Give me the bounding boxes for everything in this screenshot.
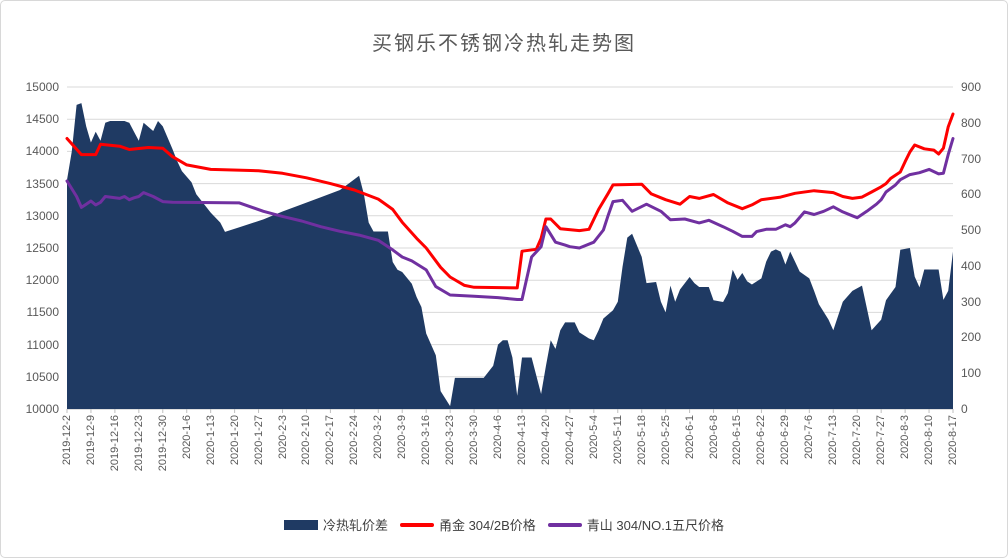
legend-item-qingshan: 青山 304/NO.1五尺价格: [547, 515, 725, 534]
x-axis-label: 2020-6-8: [707, 415, 720, 460]
x-axis-label: 2020-8-10: [923, 415, 936, 466]
y-axis-label-right: 500: [961, 223, 982, 238]
y-axis-label-right: 0: [961, 402, 968, 416]
x-axis-label: 2019-12-16: [108, 415, 121, 472]
y-axis-label-left: 10500: [25, 369, 59, 384]
x-axis-label: 2020-7-27: [875, 415, 888, 466]
y-axis-label-right: 300: [961, 294, 982, 309]
y-axis-label-right: 100: [961, 366, 982, 381]
x-axis-label: 2020-7-20: [851, 415, 864, 466]
x-axis-label: 2020-8-17: [947, 415, 959, 466]
y-axis-label-left: 13500: [25, 176, 59, 191]
y-axis-label-right: 700: [961, 151, 982, 166]
x-axis-label: 2019-12-23: [132, 415, 145, 472]
legend: 冷热轧价差 甬金 304/2B价格 青山 304/NO.1五尺价格: [1, 515, 1007, 534]
x-axis-label: 2020-1-20: [228, 415, 241, 466]
y-axis-label-left: 14500: [25, 112, 59, 127]
y-axis-label-left: 11000: [26, 337, 59, 352]
legend-item-yongjin: 甬金 304/2B价格: [399, 515, 536, 534]
x-axis-label: 2020-5-18: [635, 415, 648, 466]
y-axis-label-left: 12500: [25, 241, 59, 255]
y-axis-label-left: 15000: [25, 80, 59, 94]
x-axis-label: 2020-5-4: [587, 415, 600, 460]
x-axis-label: 2020-5-11: [611, 415, 624, 465]
area-series-spread: [67, 103, 953, 409]
x-axis-label: 2020-3-9: [396, 415, 409, 460]
x-axis-label: 2020-3-23: [444, 415, 457, 466]
line-series-qingshan: [65, 137, 955, 301]
y-axis-label-right: 200: [961, 330, 982, 345]
line-series-yongjin: [65, 112, 955, 290]
x-axis-label: 2019-12-2: [61, 415, 73, 466]
x-axis-label: 2020-3-30: [468, 415, 481, 466]
y-axis-label-left: 13000: [25, 208, 59, 223]
x-axis-label: 2019-12-30: [156, 415, 169, 472]
x-axis-label: 2020-1-13: [204, 415, 217, 466]
y-axis-label-right: 900: [961, 80, 982, 94]
x-axis-label: 2020-1-27: [252, 415, 265, 466]
x-axis-label: 2020-2-3: [276, 415, 289, 460]
y-axis-label-left: 12000: [25, 273, 59, 288]
x-axis-label: 2020-5-25: [659, 415, 672, 466]
x-axis-label: 2020-2-17: [324, 415, 337, 466]
legend-label-spread: 冷热轧价差: [322, 518, 388, 533]
x-axis-label: 2020-4-6: [492, 415, 505, 460]
y-axis-label-left: 11500: [26, 305, 59, 320]
x-axis-label: 2020-6-1: [683, 415, 696, 460]
x-axis-label: 2020-4-13: [515, 415, 528, 466]
x-axis-label: 2020-6-22: [755, 415, 768, 466]
legend-item-spread: 冷热轧价差: [283, 515, 388, 534]
y-axis-label-right: 600: [961, 187, 982, 202]
y-axis-label-right: 400: [961, 258, 982, 273]
x-axis-label: 2020-4-27: [563, 415, 576, 466]
y-axis-label-right: 800: [961, 115, 982, 130]
x-axis-label: 2020-7-13: [827, 415, 840, 466]
area-swatch-icon: [283, 519, 318, 530]
x-axis-label: 2019-12-9: [84, 415, 97, 466]
x-axis-label: 2020-3-2: [372, 415, 385, 460]
y-axis-label-left: 14000: [25, 144, 59, 159]
chart-title: 买钢乐不锈钢冷热轧走势图: [372, 33, 636, 55]
x-axis-label: 2020-2-10: [300, 415, 313, 466]
x-axis-label: 2020-6-29: [779, 415, 792, 466]
x-axis-label: 2020-1-6: [180, 415, 193, 460]
x-axis-label: 2020-2-24: [348, 415, 361, 466]
x-axis-label: 2020-4-20: [539, 415, 552, 466]
legend-label-yongjin: 甬金 304/2B价格: [438, 518, 536, 533]
x-axis-label: 2020-6-15: [731, 415, 744, 466]
y-axis-label-left: 10000: [25, 402, 59, 416]
red-line-swatch-icon: [399, 522, 434, 527]
x-axis-label: 2020-3-16: [420, 415, 433, 466]
x-axis-label: 2020-8-3: [899, 415, 912, 460]
purple-line-swatch-icon: [547, 522, 582, 527]
legend-label-qingshan: 青山 304/NO.1五尺价格: [586, 518, 725, 533]
x-axis-label: 2020-7-6: [803, 415, 816, 460]
